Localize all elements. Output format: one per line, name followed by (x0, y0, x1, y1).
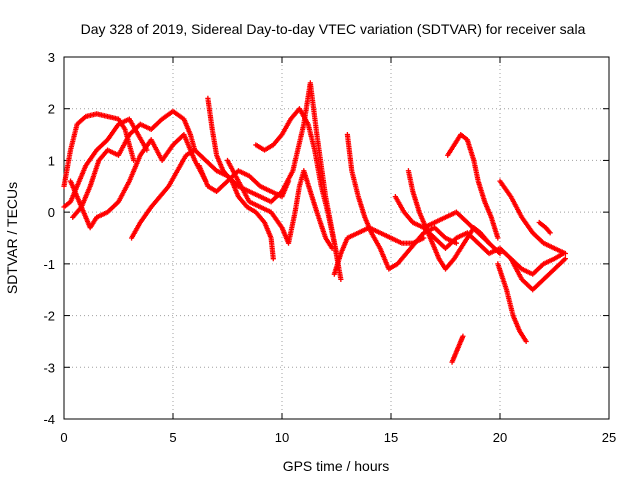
data-point (338, 276, 344, 282)
data-point (523, 338, 529, 345)
data-point (562, 256, 568, 262)
y-tick-label: -1 (43, 257, 55, 272)
series-track-15 (445, 131, 501, 241)
x-tick-label: 0 (60, 430, 67, 445)
y-tick-label: -4 (43, 412, 55, 427)
y-tick-label: 2 (48, 102, 55, 117)
x-axis-label: GPS time / hours (283, 458, 390, 474)
data-point (547, 230, 553, 236)
y-tick-label: -3 (43, 360, 55, 375)
x-tick-label: 15 (384, 430, 398, 445)
series-track-4 (67, 131, 209, 231)
data-point (497, 250, 503, 257)
data-point (486, 240, 492, 246)
series-track-18 (495, 261, 529, 345)
data-point (460, 333, 466, 339)
x-tick-label: 25 (602, 430, 616, 445)
plot-frame (63, 56, 610, 420)
series-track-17 (497, 178, 568, 257)
data-point (453, 240, 459, 246)
series-track-16 (449, 333, 466, 365)
axis-ticks: 0 5 10 15 20 25 -4 -3 -2 -1 0 1 2 3 (43, 50, 616, 445)
x-tick-label: 20 (493, 430, 507, 445)
y-tick-label: 3 (48, 50, 55, 65)
data-point (495, 235, 501, 241)
series-track-20 (536, 219, 553, 236)
data-point (285, 178, 292, 184)
data-points (61, 80, 568, 365)
y-tick-label: 0 (48, 205, 55, 220)
series-track-6 (205, 95, 276, 262)
data-point (131, 157, 137, 164)
y-tick-label: 1 (48, 153, 55, 168)
series-track-19 (508, 256, 568, 293)
data-point (329, 245, 335, 251)
data-point (562, 250, 568, 257)
y-tick-label: -2 (43, 309, 55, 324)
x-tick-label: 10 (275, 430, 289, 445)
series-track-8 (253, 106, 344, 282)
data-point (270, 256, 276, 262)
chart-title: Day 328 of 2019, Sidereal Day-to-day VTE… (81, 21, 586, 37)
grid-lines (64, 57, 609, 419)
series-track-9 (224, 157, 335, 251)
x-tick-label: 5 (169, 430, 176, 445)
series-track-11 (344, 131, 459, 272)
y-axis-label: SDTVAR / TECUs (4, 182, 20, 294)
